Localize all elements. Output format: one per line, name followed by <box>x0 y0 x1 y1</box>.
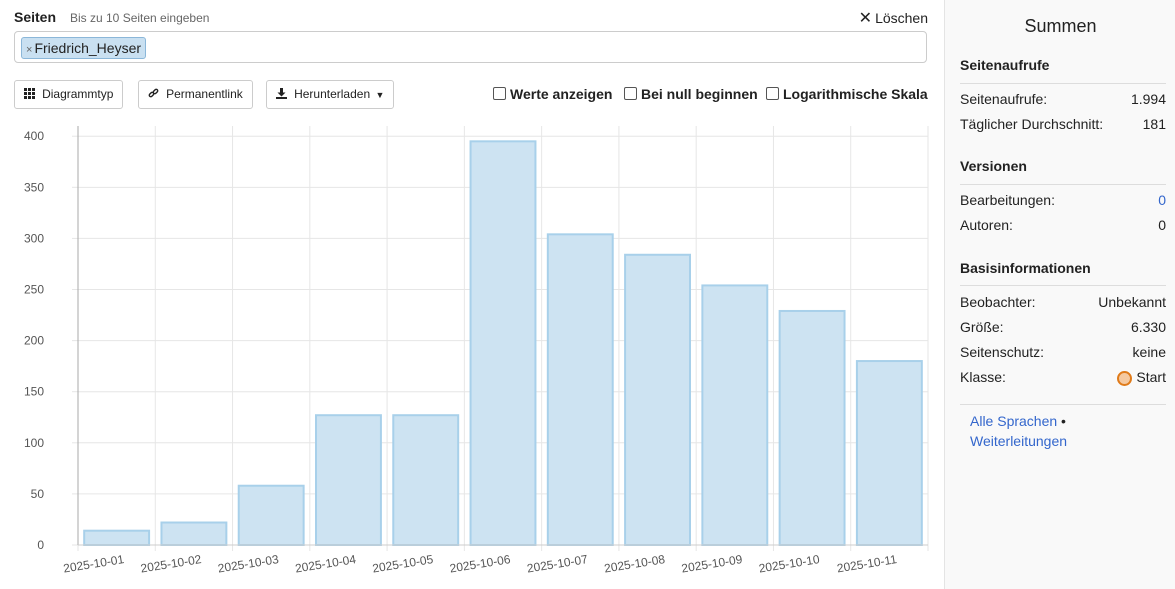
row-daily-average: Täglicher Durchschnitt: 181 <box>960 116 1166 132</box>
row-value: 1.994 <box>1130 91 1166 107</box>
y-tick-label: 400 <box>24 129 44 143</box>
log-scale-label: Logarithmische Skala <box>783 86 928 102</box>
chart-type-label: Diagrammtyp <box>42 87 114 101</box>
row-label: Beobachter: <box>960 294 1036 310</box>
class-value: Start <box>1136 369 1166 385</box>
checkbox[interactable] <box>624 87 637 100</box>
row-label: Größe: <box>960 319 1004 335</box>
permalink-label: Permanentlink <box>166 87 243 101</box>
y-tick-label: 300 <box>24 231 44 245</box>
y-tick-label: 200 <box>24 334 44 348</box>
y-tick-label: 250 <box>24 283 44 297</box>
row-label: Autoren: <box>960 217 1013 233</box>
row-watchers: Beobachter: Unbekannt <box>960 294 1166 310</box>
y-tick-label: 50 <box>31 487 45 501</box>
show-values-toggle[interactable]: Werte anzeigen <box>493 86 612 102</box>
download-icon <box>276 88 290 101</box>
row-label: Täglicher Durchschnitt: <box>960 116 1104 132</box>
bar <box>469 140 537 547</box>
row-value: 6.330 <box>1130 319 1166 335</box>
bar <box>83 529 151 547</box>
row-pageviews: Seitenaufrufe: 1.994 <box>960 91 1166 107</box>
caret-down-icon: ▼ <box>375 90 385 100</box>
x-tick-label: 2025-10-05 <box>371 552 434 575</box>
permalink-button[interactable]: Permanentlink <box>138 80 253 109</box>
section-heading-pageviews: Seitenaufrufe <box>960 57 1050 73</box>
divider <box>960 285 1166 286</box>
begin-at-zero-toggle[interactable]: Bei null beginnen <box>624 86 758 102</box>
bar <box>624 253 691 547</box>
x-tick-label: 2025-10-11 <box>836 552 898 575</box>
class-badge-icon <box>1117 371 1133 386</box>
sidebar-title: Summen <box>1024 16 1097 36</box>
x-tick-label: 2025-10-04 <box>294 552 357 575</box>
row-value: 181 <box>1142 116 1166 132</box>
checkbox[interactable] <box>493 87 506 100</box>
bar <box>160 521 228 546</box>
row-edits: Bearbeitungen: 0 <box>960 192 1166 208</box>
bar <box>855 360 923 546</box>
divider <box>960 184 1166 185</box>
row-value-class: Start <box>1117 369 1166 386</box>
begin-at-zero-label: Bei null beginnen <box>641 86 758 102</box>
summary-sidebar: Summen Seitenaufrufe Seitenaufrufe: 1.994… <box>944 0 1175 589</box>
clear-label: Löschen <box>875 10 928 26</box>
divider <box>960 83 1166 84</box>
row-label: Klasse: <box>960 369 1006 385</box>
x-tick-label: 2025-10-10 <box>758 552 821 575</box>
bar <box>237 484 305 547</box>
row-size: Größe: 6.330 <box>960 319 1166 335</box>
row-editors: Autoren: 0 <box>960 217 1166 233</box>
row-class: Klasse: Start <box>960 369 1166 386</box>
row-label: Bearbeitungen: <box>960 192 1055 208</box>
grid-icon <box>24 88 38 101</box>
show-values-label: Werte anzeigen <box>510 86 613 102</box>
section-heading-revisions: Versionen <box>960 158 1027 174</box>
row-value: 0 <box>1158 217 1166 233</box>
x-tick-label: 2025-10-07 <box>526 552 589 575</box>
pages-input[interactable]: × Friedrich_Heyser <box>14 31 927 63</box>
page-chip-label: Friedrich_Heyser <box>34 40 142 56</box>
x-tick-label: 2025-10-08 <box>603 552 666 575</box>
pageviews-chart[interactable]: 0 50 100 150 200 250 300 350 400 2025-10-01 2025-1… <box>0 118 944 589</box>
pages-hint: Bis zu 10 Seiten eingeben <box>70 11 210 25</box>
checkbox[interactable] <box>766 87 779 100</box>
row-protection: Seitenschutz: keine <box>960 344 1166 360</box>
log-scale-toggle[interactable]: Logarithmische Skala <box>766 86 928 102</box>
chart-type-button[interactable]: Diagrammtyp <box>14 80 124 109</box>
section-heading-basic-info: Basisinformationen <box>960 260 1091 276</box>
page-chip[interactable]: × Friedrich_Heyser <box>21 37 147 59</box>
divider <box>960 404 1166 405</box>
bar <box>778 309 846 546</box>
link-separator: • <box>1061 413 1066 429</box>
row-label: Seitenschutz: <box>960 344 1045 360</box>
redirects-link[interactable]: Weiterleitungen <box>970 433 1068 449</box>
x-tick-label: 2025-10-06 <box>449 552 512 575</box>
pages-label: Seiten <box>14 9 57 25</box>
edits-link[interactable]: 0 <box>1158 192 1166 208</box>
bar <box>315 414 382 546</box>
row-value: keine <box>1132 344 1166 360</box>
row-value: Unbekannt <box>1098 294 1166 310</box>
y-tick-label: 150 <box>24 385 44 399</box>
clear-button[interactable]: ✕ Löschen <box>859 8 928 28</box>
y-tick-label: 0 <box>37 538 44 552</box>
y-tick-label: 100 <box>24 436 44 450</box>
x-tick-label: 2025-10-02 <box>140 552 203 575</box>
main-panel: Seiten Bis zu 10 Seiten eingeben ✕ Lösche… <box>0 8 944 589</box>
x-tick-label: 2025-10-09 <box>680 552 743 575</box>
bar <box>701 284 769 547</box>
x-tick-label: 2025-10-03 <box>217 552 280 575</box>
close-icon: ✕ <box>858 10 873 27</box>
row-label: Seitenaufrufe: <box>960 91 1048 107</box>
download-button[interactable]: Herunterladen ▼ <box>266 80 395 109</box>
link-icon <box>148 88 162 101</box>
remove-chip-icon[interactable]: × <box>26 44 33 56</box>
download-label: Herunterladen <box>294 87 371 101</box>
all-languages-link[interactable]: Alle Sprachen <box>970 413 1058 429</box>
bar <box>546 233 614 546</box>
bar <box>392 414 460 546</box>
x-tick-label: 2025-10-01 <box>62 552 125 575</box>
y-tick-label: 350 <box>24 180 44 194</box>
